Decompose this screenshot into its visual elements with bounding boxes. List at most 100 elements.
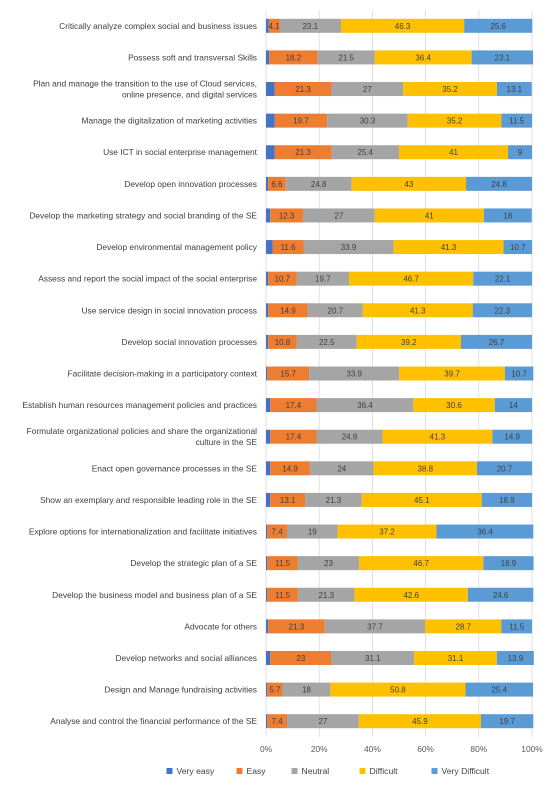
bar-segment [361, 492, 482, 507]
bar-segment [473, 271, 532, 286]
category-label: Analyse and control the financial perfor… [50, 716, 257, 726]
data-label: 13.1 [507, 85, 523, 94]
data-label: 25.4 [357, 148, 373, 157]
data-label: 18.2 [286, 53, 302, 62]
data-label: 5.7 [269, 686, 281, 695]
bar-segment [270, 650, 332, 665]
data-label: 13.1 [280, 496, 296, 505]
legend-swatch [166, 768, 173, 774]
bar-segment [268, 176, 286, 191]
bar-segment [351, 176, 467, 191]
data-label: 39.7 [444, 370, 460, 379]
data-label: 24.8 [342, 433, 358, 442]
bar-segment [266, 587, 268, 602]
data-label: 21.3 [295, 85, 311, 94]
bar-segment [508, 145, 532, 160]
bar-segment [266, 650, 271, 665]
bar-segment [266, 556, 268, 571]
data-label: 22.1 [495, 275, 511, 284]
data-label: 33.9 [341, 243, 357, 252]
data-label: 21.3 [326, 496, 342, 505]
bar-segment [268, 303, 308, 318]
data-label: 11.5 [275, 591, 291, 600]
data-label: 27 [334, 211, 343, 220]
data-label: 24.8 [491, 180, 507, 189]
legend-label: Easy [247, 766, 267, 776]
data-label: 26.7 [489, 338, 505, 347]
data-label: 10.7 [275, 275, 291, 284]
data-label: 28.7 [455, 622, 471, 631]
bar-segment [356, 334, 461, 349]
x-tick-label: 60% [417, 744, 434, 754]
bar-segment [472, 303, 532, 318]
bar-segment [403, 82, 497, 97]
bar-segment [267, 524, 288, 539]
bar-segment [266, 524, 268, 539]
data-label: 41.3 [410, 306, 426, 315]
legend-label: Difficult [370, 766, 399, 776]
bar-segment [348, 271, 474, 286]
category-label: Develop open innovation processes [124, 179, 257, 189]
bar-segment [266, 682, 268, 697]
x-tick-label: 0% [260, 744, 273, 754]
data-label: 41.3 [430, 433, 446, 442]
data-label: 19.7 [293, 117, 309, 126]
bar-segment [296, 271, 349, 286]
data-label: 41 [425, 211, 434, 220]
data-label: 45.9 [412, 717, 428, 726]
legend-swatch [431, 768, 438, 774]
bar-segment [270, 398, 317, 413]
data-label: 7.4 [272, 528, 284, 537]
data-label: 22.3 [495, 306, 511, 315]
x-tick-label: 100% [521, 744, 543, 754]
bar-segment [266, 303, 269, 318]
data-label: 41 [449, 148, 458, 157]
legend-label: Very Difficult [442, 766, 490, 776]
bar-segment [481, 492, 532, 507]
bar-segment [359, 556, 484, 571]
data-label: 11.5 [509, 622, 525, 631]
bar-segment [465, 682, 534, 697]
x-tick-label: 40% [364, 744, 381, 754]
bar-segment [373, 461, 477, 476]
category-label: Manage the digitalization of marketing a… [81, 116, 257, 126]
data-label: 37.2 [379, 528, 395, 537]
bar-segment [266, 366, 268, 381]
bar-segment [266, 398, 271, 413]
bar-segment [436, 524, 534, 539]
category-label: Enact open governance processes in the S… [92, 463, 258, 473]
bar-segment [282, 682, 331, 697]
bar-segment [266, 461, 271, 476]
data-label: 7.4 [272, 717, 284, 726]
category-label: Develop environmental management policy [96, 242, 257, 252]
data-label: 20.7 [328, 306, 344, 315]
bar-segment [407, 113, 502, 128]
data-label: 11.6 [281, 243, 297, 252]
bar-segment [393, 240, 504, 255]
data-label: 35.2 [442, 85, 458, 94]
data-label: 41.3 [441, 243, 457, 252]
x-tick-label: 20% [311, 744, 328, 754]
bar-segment [266, 240, 273, 255]
data-label: 17.4 [286, 401, 302, 410]
data-label: 31.1 [365, 654, 381, 663]
data-label: 46.7 [403, 275, 419, 284]
bar-segment [504, 366, 534, 381]
bar-segment [399, 145, 509, 160]
bar-segment [269, 50, 318, 65]
data-label: 19 [308, 528, 317, 537]
bar-segment [399, 366, 505, 381]
data-label: 30.3 [360, 117, 376, 126]
bar-segment [324, 619, 426, 634]
bar-segment [266, 334, 269, 349]
data-label: 14.9 [504, 433, 520, 442]
data-label: 19.7 [315, 275, 331, 284]
bar-segment [297, 587, 355, 602]
legend: Very easy Easy Neutral Difficult Very Diffic… [166, 766, 490, 776]
bar-segment [270, 429, 317, 444]
data-label: 13.9 [508, 654, 524, 663]
data-label: 15.7 [280, 370, 296, 379]
category-label: Formulate organizational policies and sh… [27, 426, 258, 436]
data-label: 17.4 [286, 433, 302, 442]
bar-segment [268, 271, 297, 286]
